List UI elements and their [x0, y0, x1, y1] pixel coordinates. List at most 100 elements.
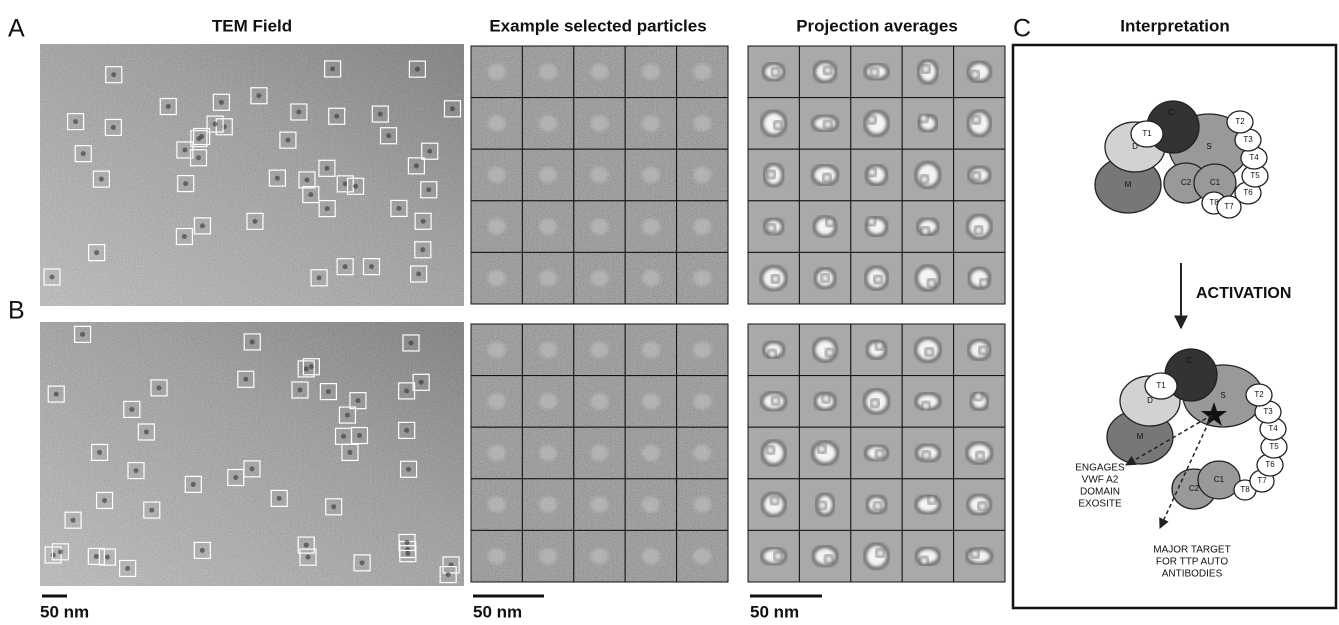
- domain-label: T5: [1250, 171, 1260, 180]
- particle: [334, 114, 339, 119]
- particle: [277, 496, 282, 501]
- particle: [252, 219, 257, 224]
- particle: [369, 264, 374, 269]
- particle: [330, 66, 335, 71]
- column-header: TEM Field: [212, 16, 292, 35]
- average-blob: [871, 399, 879, 407]
- domain-label: T3: [1243, 135, 1253, 144]
- particle-blob: [591, 167, 609, 183]
- average-blob: [766, 446, 774, 454]
- particle-blob: [591, 115, 609, 131]
- average-blob: [822, 395, 830, 403]
- domain-label: M: [1137, 432, 1144, 441]
- particle-blob: [591, 342, 609, 358]
- domain-label: T3: [1263, 407, 1273, 416]
- particle-blob: [693, 393, 711, 409]
- particle: [275, 176, 280, 181]
- particle: [308, 192, 313, 197]
- particle-blob: [693, 167, 711, 183]
- average-blob: [824, 66, 832, 74]
- activation-label: ACTIVATION: [1196, 285, 1291, 302]
- particle-blob: [539, 445, 557, 461]
- particle-blob: [591, 393, 609, 409]
- particle: [80, 332, 85, 337]
- particle: [111, 72, 116, 77]
- particle: [331, 504, 336, 509]
- particle: [219, 100, 224, 105]
- particle-blob: [591, 497, 609, 513]
- average-blob: [771, 275, 779, 283]
- particle: [71, 518, 76, 523]
- particle: [309, 364, 314, 369]
- particle: [421, 219, 426, 224]
- average-blob: [928, 496, 936, 504]
- domain-label: T2: [1254, 390, 1264, 399]
- average-blob: [870, 68, 878, 76]
- particle: [256, 93, 261, 98]
- particle-blob: [488, 219, 506, 235]
- particle: [54, 392, 59, 397]
- particle: [416, 272, 421, 277]
- panel-label: B: [8, 297, 25, 325]
- particle-blob: [591, 219, 609, 235]
- average-blob: [818, 445, 826, 453]
- particle: [94, 554, 99, 559]
- particle: [357, 433, 362, 438]
- average-blob: [868, 168, 876, 176]
- average-blob: [774, 552, 782, 560]
- particle-blob: [693, 270, 711, 286]
- particle: [249, 466, 254, 471]
- average-blob: [979, 346, 987, 354]
- particle-blob: [488, 342, 506, 358]
- particle: [94, 250, 99, 255]
- average-blob: [922, 65, 930, 73]
- particle-blob: [488, 548, 506, 564]
- domain-label: T6: [1243, 188, 1253, 197]
- particle: [111, 125, 116, 130]
- particle: [182, 147, 187, 152]
- particle: [305, 177, 310, 182]
- particle: [304, 366, 309, 371]
- average-blob: [975, 226, 983, 234]
- particle-blob: [642, 270, 660, 286]
- particle: [419, 380, 424, 385]
- average-blob: [922, 402, 930, 410]
- particle-blob: [642, 64, 660, 80]
- average-blob: [826, 349, 834, 357]
- annotation: ANTIBODIES: [1162, 569, 1223, 580]
- domain-label: T4: [1249, 153, 1259, 162]
- particle: [306, 555, 311, 560]
- particle: [191, 482, 196, 487]
- particle-blob: [642, 342, 660, 358]
- particle: [343, 264, 348, 269]
- panel-label: A: [8, 15, 25, 43]
- particle-blob: [693, 342, 711, 358]
- particle-blob: [488, 64, 506, 80]
- particle-blob: [642, 445, 660, 461]
- average-blob: [826, 218, 834, 226]
- particle-blob: [642, 548, 660, 564]
- average-blob: [920, 114, 928, 122]
- particle: [406, 467, 411, 472]
- domain-label: C1: [1214, 475, 1225, 484]
- average-blob: [920, 557, 928, 565]
- particle: [427, 149, 432, 154]
- particle-blob: [693, 115, 711, 131]
- domain-label: C: [1186, 356, 1192, 365]
- particle: [213, 122, 218, 127]
- annotation: FOR TTP AUTO: [1156, 557, 1228, 568]
- average-blob: [774, 121, 782, 129]
- particle-blob: [642, 219, 660, 235]
- domain-label: T8: [1240, 485, 1250, 494]
- particle: [324, 166, 329, 171]
- particle: [347, 450, 352, 455]
- particle: [326, 389, 331, 394]
- average-blob: [921, 227, 929, 235]
- particle: [353, 184, 358, 189]
- domain-label: T1: [1142, 129, 1152, 138]
- particle: [446, 572, 451, 577]
- domain-label: T6: [1265, 460, 1275, 469]
- domain-label: T1: [1156, 381, 1166, 390]
- particle: [355, 398, 360, 403]
- domain-label: T7: [1224, 202, 1234, 211]
